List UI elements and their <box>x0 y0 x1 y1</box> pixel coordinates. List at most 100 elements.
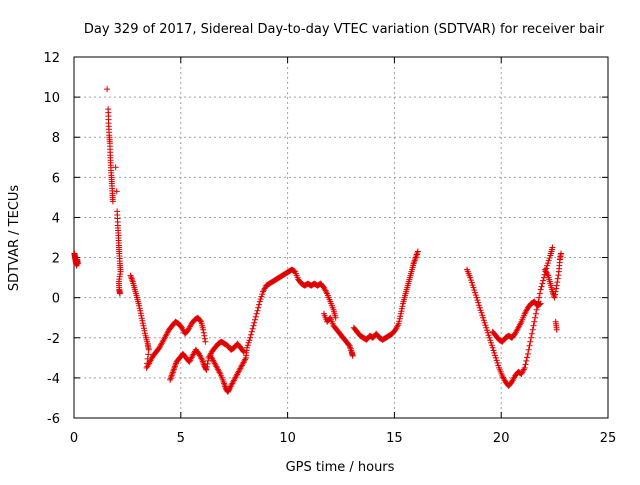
data-point <box>472 289 479 296</box>
data-point <box>467 274 474 281</box>
x-tick-label: 20 <box>493 431 510 446</box>
data-point <box>136 302 143 309</box>
data-point <box>537 300 544 307</box>
data-point <box>533 306 540 313</box>
data-point <box>545 257 552 264</box>
data-point <box>247 334 254 341</box>
data-point <box>489 344 496 351</box>
data-point <box>478 309 485 316</box>
data-point <box>491 349 498 356</box>
data-point <box>202 338 209 345</box>
data-point <box>226 385 233 392</box>
data-point <box>544 262 551 269</box>
data-point <box>549 244 556 251</box>
data-point <box>555 272 562 279</box>
data-point <box>528 330 535 337</box>
data-point <box>248 328 255 335</box>
data-point <box>480 317 487 324</box>
data-point <box>145 346 152 353</box>
y-tick-label: 6 <box>52 171 60 186</box>
data-point <box>332 314 339 321</box>
data-point <box>258 293 265 300</box>
data-point <box>539 280 546 287</box>
data-point <box>139 320 146 327</box>
data-point <box>396 315 403 322</box>
data-point <box>138 315 145 322</box>
data-point <box>540 277 547 284</box>
data-point <box>116 290 123 297</box>
data-point <box>553 282 560 289</box>
data-point <box>532 314 539 321</box>
data-point <box>396 318 403 325</box>
data-point <box>546 255 553 262</box>
data-point <box>200 329 207 336</box>
data-point <box>257 296 264 303</box>
data-point <box>484 329 491 336</box>
y-axis-label: SDTVAR / TECUs <box>7 185 22 292</box>
data-point <box>469 282 476 289</box>
data-point <box>201 332 208 339</box>
data-point <box>259 291 266 298</box>
data-point <box>531 318 538 325</box>
points-layer <box>71 86 565 395</box>
data-point <box>522 361 529 368</box>
data-point <box>136 305 143 312</box>
data-point <box>527 338 534 345</box>
data-point <box>203 366 210 373</box>
y-tick-label: 0 <box>52 292 60 307</box>
data-point <box>137 307 144 314</box>
data-point <box>113 188 120 195</box>
data-point <box>201 335 208 342</box>
data-point <box>472 292 479 299</box>
data-point <box>475 299 482 306</box>
data-point <box>256 301 263 308</box>
data-point <box>536 301 543 308</box>
data-point <box>468 277 475 284</box>
y-tick-label: 10 <box>43 91 60 106</box>
data-point <box>255 304 262 311</box>
data-point <box>140 322 147 329</box>
data-point <box>249 325 256 332</box>
data-point <box>468 279 475 286</box>
y-tick-label: 2 <box>52 252 60 267</box>
data-point <box>250 322 257 329</box>
data-point <box>245 339 252 346</box>
data-point <box>473 294 480 301</box>
data-point <box>524 354 531 361</box>
data-point <box>244 344 251 351</box>
data-point <box>476 302 483 309</box>
data-point <box>349 352 356 359</box>
data-point <box>536 290 543 297</box>
chart-title: Day 329 of 2017, Sidereal Day-to-day VTE… <box>84 22 605 37</box>
data-point <box>481 319 488 326</box>
x-tick-label: 0 <box>70 431 78 446</box>
data-point <box>145 351 152 358</box>
x-axis-label: GPS time / hours <box>286 460 395 475</box>
data-point <box>140 325 147 332</box>
data-point <box>495 362 502 369</box>
data-point <box>488 342 495 349</box>
data-point <box>246 337 253 344</box>
data-point <box>397 313 404 320</box>
y-tick-label: -6 <box>47 412 60 427</box>
data-point <box>470 284 477 291</box>
data-point <box>554 275 561 282</box>
data-point <box>74 260 81 267</box>
data-point <box>203 363 210 370</box>
plot-frame <box>73 56 609 419</box>
data-point <box>479 312 486 319</box>
y-tick-label: 8 <box>52 131 60 146</box>
data-point <box>494 359 501 366</box>
data-point <box>205 357 212 364</box>
data-point <box>476 304 483 311</box>
data-point <box>248 331 255 338</box>
data-point <box>138 312 145 319</box>
data-point <box>414 248 421 255</box>
data-point <box>553 285 560 292</box>
x-tick-label: 10 <box>279 431 296 446</box>
data-point <box>477 307 484 314</box>
data-point <box>537 286 544 293</box>
y-tick-label: -2 <box>47 332 60 347</box>
data-point <box>471 287 478 294</box>
